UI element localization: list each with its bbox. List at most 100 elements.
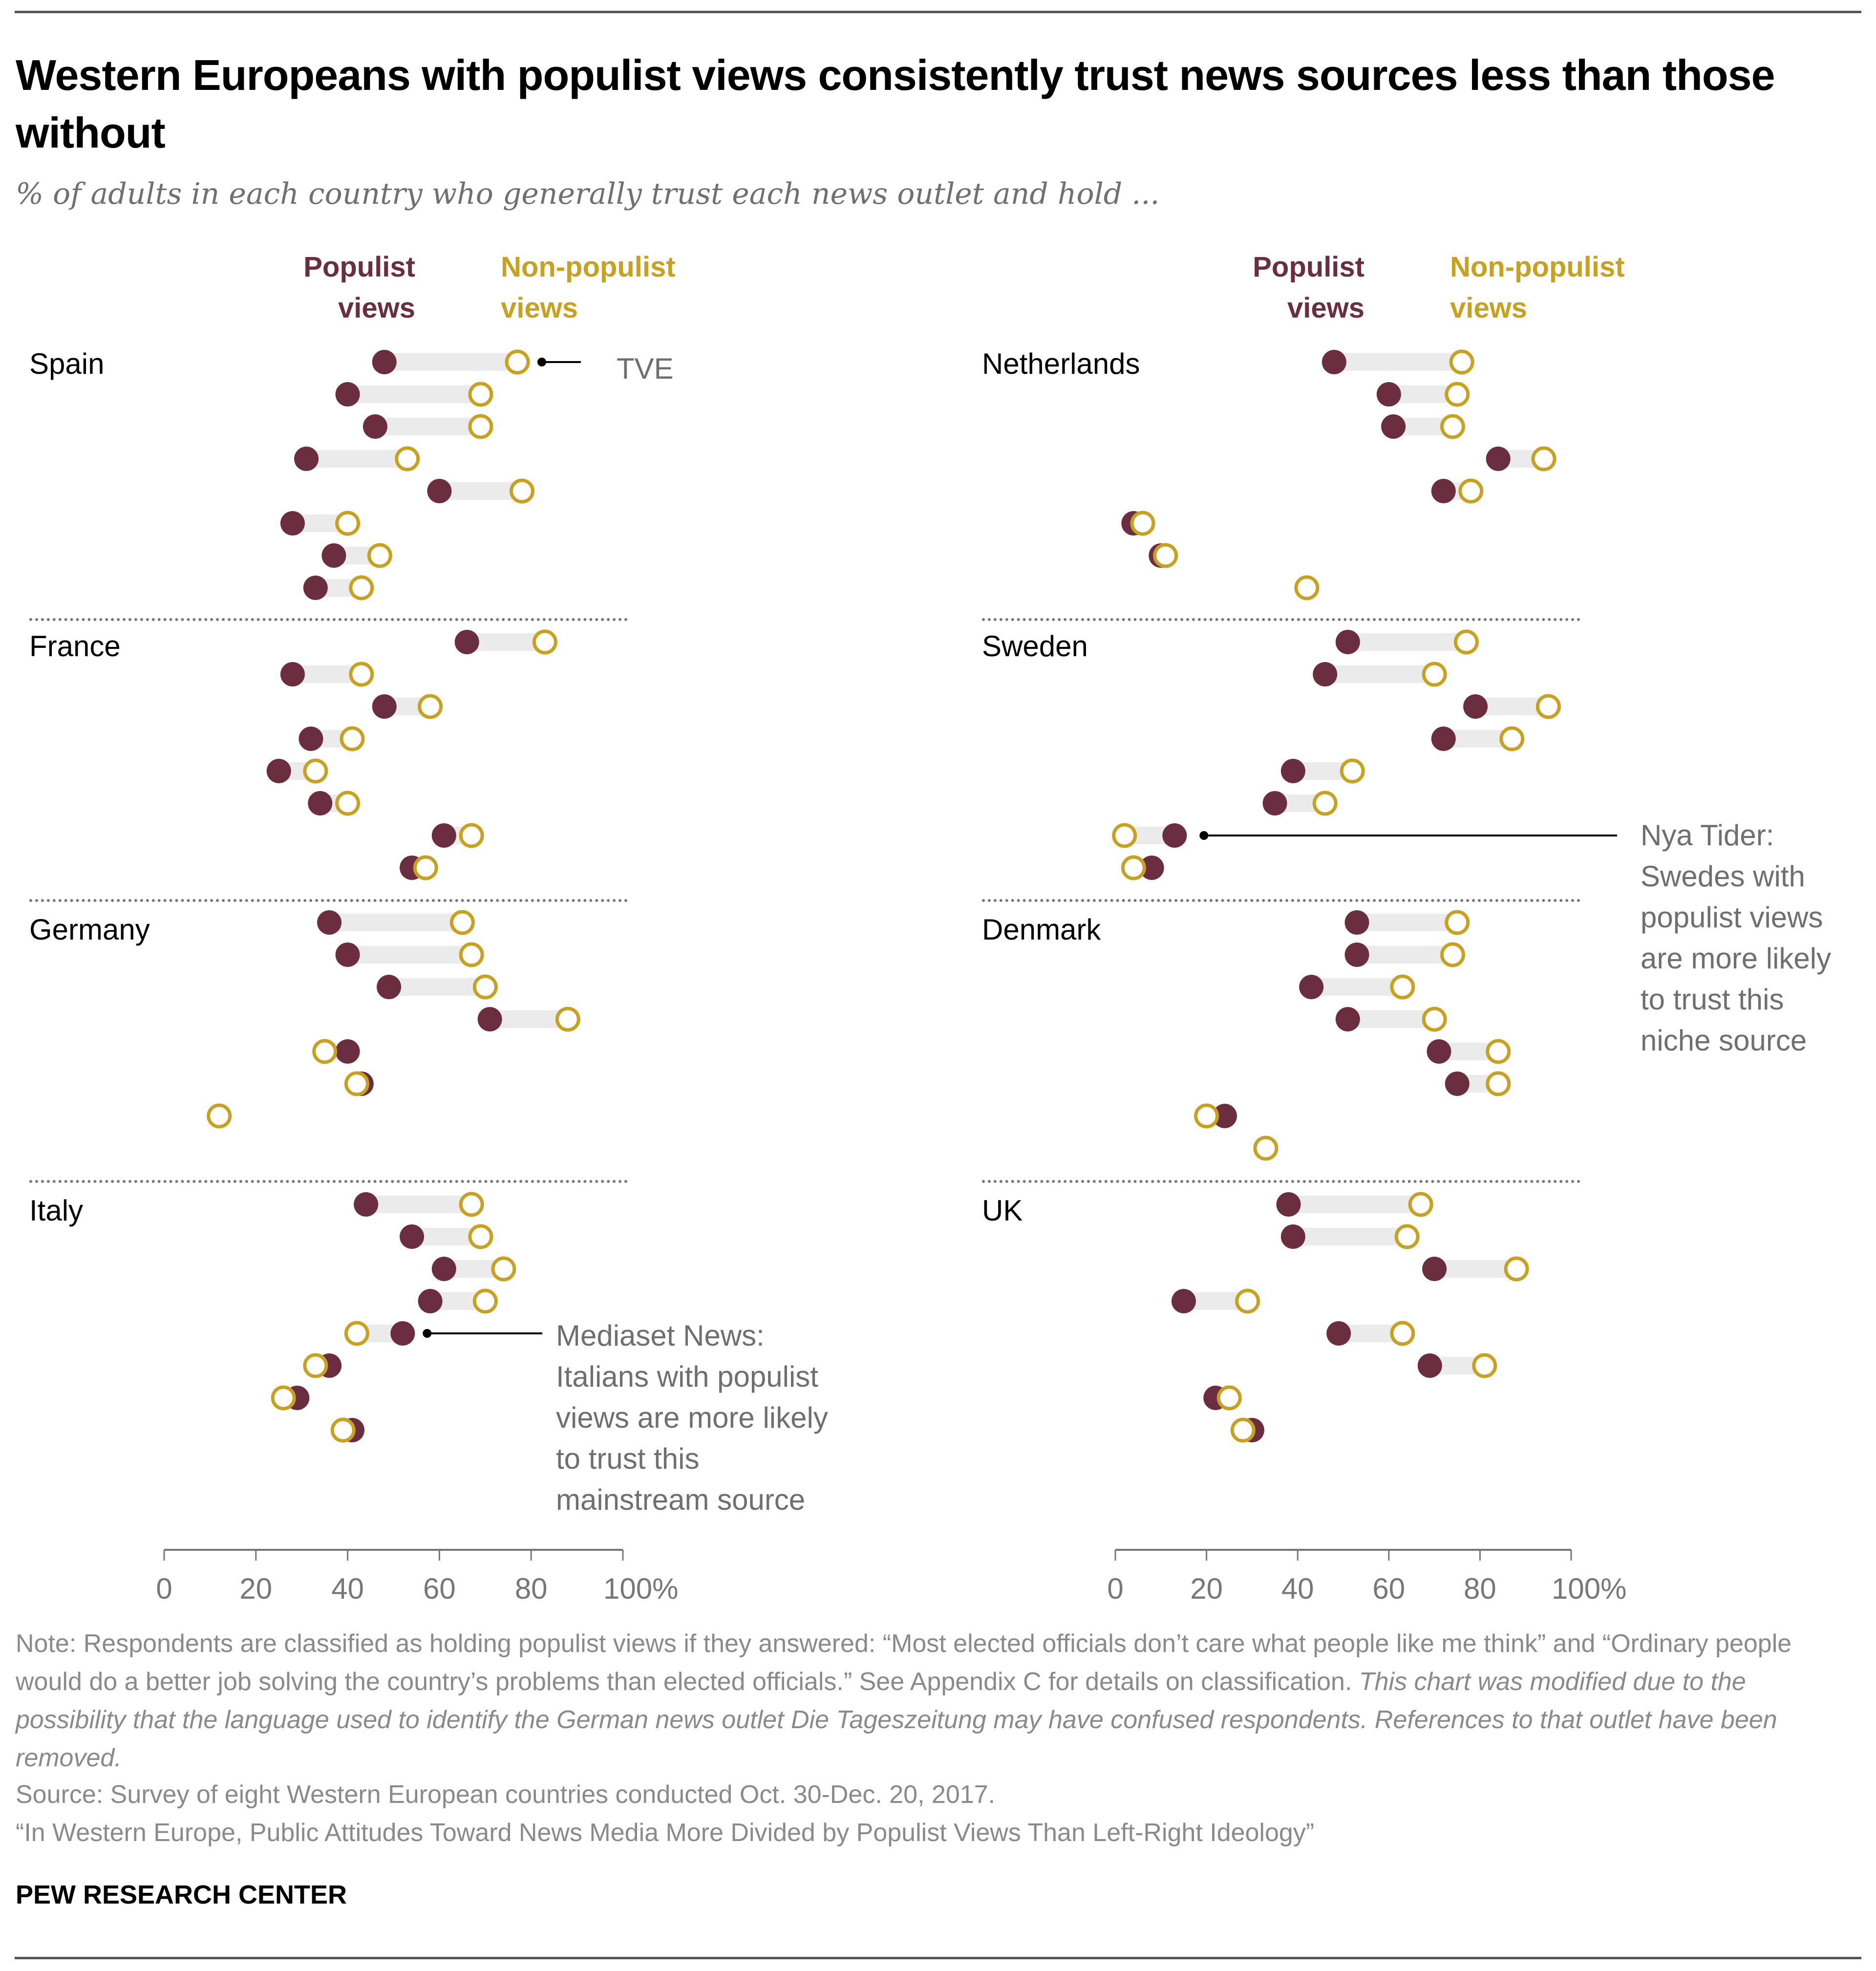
nonpopulist-dot [335,511,361,536]
pew-research-center-logo: PEW RESEARCH CENTER [16,1880,347,1909]
nonpopulist-dot [459,942,484,967]
tick-label: 100% [1552,1572,1626,1605]
populist-dot [377,975,402,999]
nonpopulist-dot [509,478,534,504]
tick-label: 0 [156,1572,172,1605]
nonpopulist-dot [1230,1417,1256,1443]
annotation-tve: TVE [617,352,674,385]
footnote-italic-text: This chart was modified due to the possi… [16,1668,1777,1772]
nonpopulist-dot [1394,1224,1420,1249]
outlet-row [330,1417,364,1443]
outlet-row [344,1071,374,1096]
nonpopulist-dot [312,1039,338,1064]
top-rule [15,11,1861,13]
outlet-row [1121,511,1155,536]
panel-sweden [1112,629,1561,880]
nonpopulist-dot [271,1385,296,1411]
nya-tider-leader [1199,831,1617,840]
populist-dot [1162,823,1187,848]
populist-dot [1344,910,1369,935]
mediaset-leader [423,1329,542,1338]
legend-nonpopulist-line2: views [501,292,578,324]
nonpopulist-dot [1112,823,1137,848]
outlet-row [1422,1256,1529,1282]
gap-bar [1434,1260,1517,1278]
panel-spain [280,349,534,600]
populist-dot [280,511,305,536]
nonpopulist-dot [472,974,498,1000]
annotation-nya-tider-line: to trust this [1641,983,1784,1016]
country-label-italy: Italy [29,1194,84,1227]
outlet-row [1322,349,1474,375]
panel-germany [207,910,580,1129]
nonpopulist-dot [395,446,420,471]
tick-label: 20 [1190,1572,1223,1605]
outlet-row [1253,1135,1279,1161]
nonpopulist-dot [468,382,493,407]
outlet-row [1431,726,1525,751]
outlet-row [335,382,493,407]
outlet-row [477,1007,580,1032]
outlet-row [1335,1007,1447,1032]
gap-bar [389,978,486,996]
populist-dot [1171,1289,1196,1313]
nonpopulist-dot [1216,1385,1242,1411]
outlet-row [308,791,361,816]
outlet-row [1230,1417,1264,1443]
outlet-row [1417,1353,1497,1378]
annotation-nya-tider-line: niche source [1641,1024,1807,1057]
annotation-nya-tider-line: populist views [1641,901,1823,934]
outlet-row [317,910,475,935]
outlet-row [1486,446,1556,471]
nonpopulist-dot [1253,1135,1279,1161]
populist-dot [372,694,397,719]
populist-dot [1313,662,1338,686]
populist-dot [418,1289,443,1313]
outlet-row [312,1039,360,1064]
outlet-row [1463,694,1561,719]
x-axis-left: 0 20 40 60 80 100% [156,1549,678,1605]
nonpopulist-dot [330,1417,356,1443]
gap-bar [1357,946,1453,964]
gap-bar [306,450,407,468]
panel-france [266,629,557,880]
report-title: “In Western Europe, Public Attitudes Tow… [16,1819,1315,1847]
outlet-row [1344,910,1470,935]
nonpopulist-dot [1340,758,1365,784]
nonpopulist-dot [1504,1256,1529,1282]
nonpopulist-dot [349,662,374,687]
outlet-row [1335,629,1479,655]
outlet-row [303,1353,342,1378]
populist-dot [303,576,328,600]
gap-bar [1357,914,1457,931]
legend-populist-line2: views [1287,292,1364,324]
outlet-row [298,726,365,751]
populist-dot [400,1224,425,1249]
populist-dot [354,1192,379,1217]
populist-dot [427,479,452,503]
populist-dot [431,1257,456,1281]
legend-nonpopulist-right: Non-populist views [1450,247,1694,329]
nonpopulist-dot [468,414,493,439]
legend-populist-line2: views [338,292,415,324]
outlet-row [418,1288,498,1314]
outlet-row [1376,382,1470,407]
annotation-nya-tider: Nya Tider: Swedes with populist views ar… [1641,815,1831,1061]
populist-dot [477,1007,502,1031]
nonpopulist-dot [1499,726,1525,751]
outlet-row [1276,1192,1433,1217]
outlet-row [431,823,484,848]
country-label-spain: Spain [29,347,105,380]
outlet-row [1431,478,1484,504]
gap-bar [384,353,518,371]
nonpopulist-dot [1486,1071,1511,1096]
nonpopulist-dot [1235,1288,1260,1314]
nonpopulist-dot [1449,349,1474,375]
outlet-row [1427,1039,1511,1064]
populist-dot [1422,1257,1447,1281]
nonpopulist-dot [1294,575,1320,600]
tick-label: 60 [423,1572,456,1605]
populist-dot [1445,1071,1470,1096]
tick-label: 80 [515,1572,548,1605]
